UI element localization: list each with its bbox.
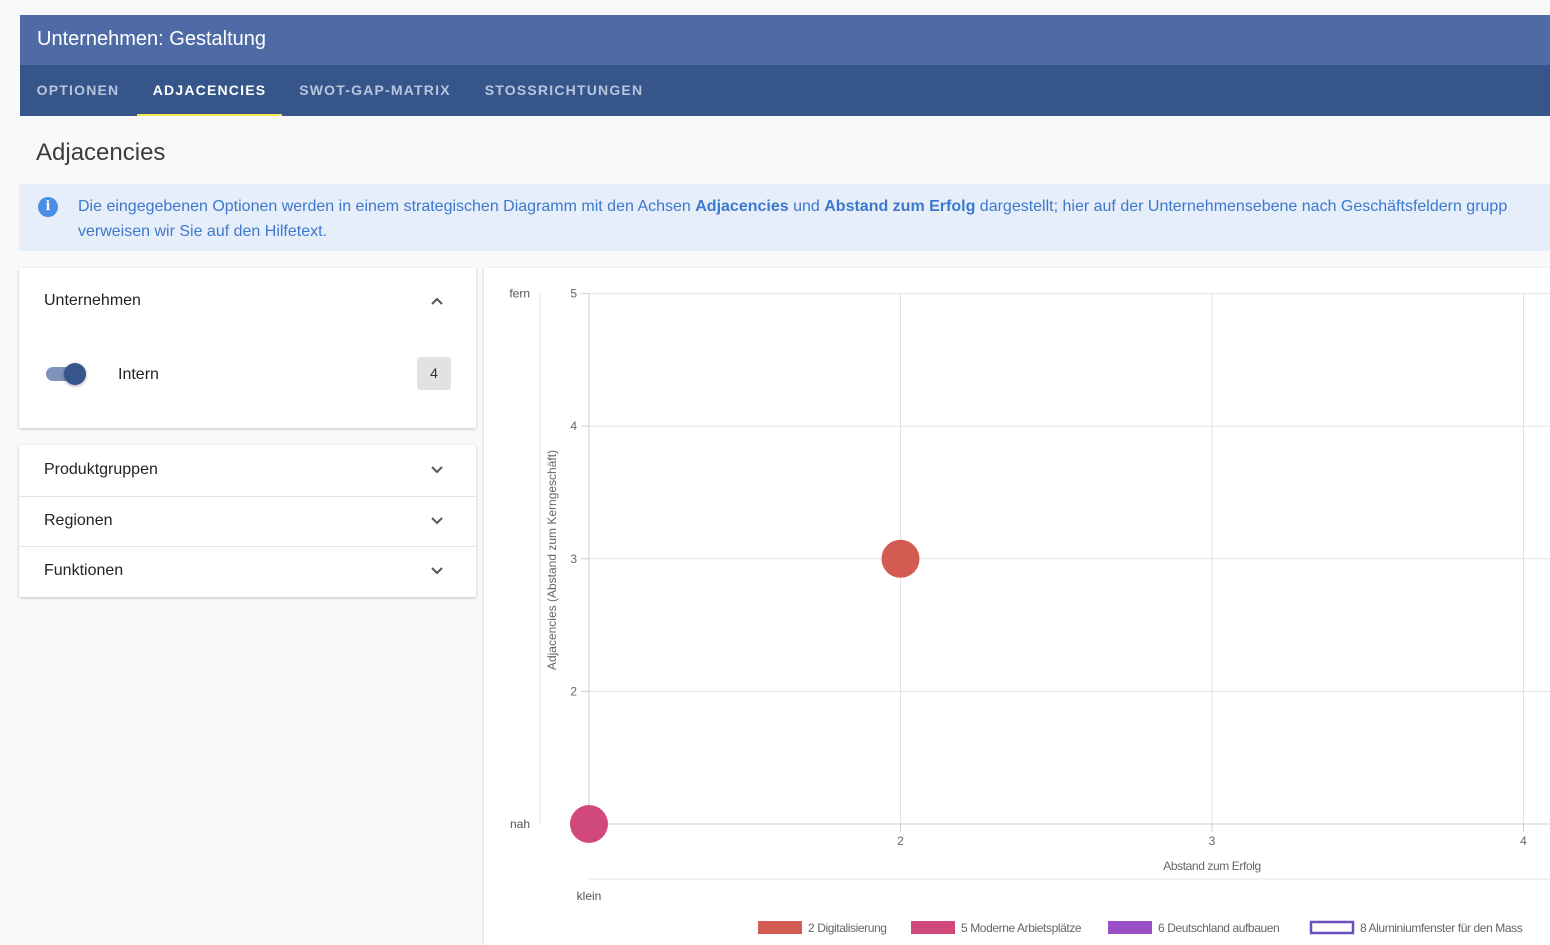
legend-label: 8 Aluminiumfenster für den Mass	[1360, 921, 1523, 935]
intern-toggle-knob[interactable]	[64, 363, 86, 385]
y-end-label-top: fern	[509, 287, 530, 301]
legend-label: 2 Digitalisierung	[808, 921, 887, 935]
y-end-label-bottom: nah	[510, 817, 530, 831]
chevron-down-icon	[431, 517, 443, 525]
y-axis-title: Adjacencies (Abstand zum Kerngeschäft)	[545, 450, 559, 670]
chevron-down-icon	[431, 466, 443, 474]
x-tick-label: 3	[1209, 834, 1216, 848]
x-tick-label: 4	[1520, 834, 1527, 848]
info-alert: i Die eingegebenen Optionen werden in ei…	[19, 184, 1550, 251]
x-axis-title: Abstand zum Erfolg	[1163, 859, 1261, 873]
info-text: Die eingegebenen Optionen werden in eine…	[78, 194, 1550, 244]
panel-header-regionen[interactable]: Regionen	[19, 496, 476, 546]
panel-divider	[19, 546, 476, 547]
adjacencies-bubble-chart: 2 3 4 5 2 3 4 fern nah klein Abstand zum Erfolg Adj…	[509, 287, 1550, 935]
legend-swatch	[758, 921, 802, 934]
legend-swatch	[1309, 920, 1355, 935]
tab-optionen[interactable]: OPTIONEN	[36, 82, 120, 98]
info-text-line2: verweisen wir Sie auf den Hilfetext.	[78, 223, 327, 240]
info-text-part: Die eingegebenen Optionen werden in eine…	[78, 198, 696, 215]
y-tick-label: 3	[570, 552, 577, 566]
intern-toggle-label: Intern	[118, 366, 159, 383]
tab-swot-gap-matrix[interactable]: SWOT-GAP-MATRIX	[299, 82, 451, 98]
chevron-down-icon	[431, 567, 443, 575]
info-text-part: und	[788, 198, 825, 215]
panel-title-produktgruppen: Produktgruppen	[44, 461, 158, 478]
legend-label: 5 Moderne Arbietsplätze	[961, 921, 1082, 935]
filter-panels-collapsed: Produktgruppen Regionen Funktionen	[19, 445, 476, 597]
app-header: Unternehmen: Gestaltung	[20, 15, 1550, 65]
y-tick-label: 4	[570, 419, 577, 433]
x-tick-label: 2	[897, 834, 904, 848]
chevron-up-icon	[431, 297, 443, 305]
panel-header-produktgruppen[interactable]: Produktgruppen	[19, 445, 476, 495]
tab-adjacencies[interactable]: ADJACENCIES	[137, 65, 282, 116]
tab-bar: OPTIONEN ADJACENCIES SWOT-GAP-MATRIX STO…	[20, 65, 1550, 116]
panel-header-unternehmen[interactable]: Unternehmen	[19, 276, 476, 326]
info-icon: i	[38, 197, 58, 217]
legend-swatch	[911, 921, 955, 934]
panel-title-unternehmen: Unternehmen	[44, 292, 141, 309]
y-tick-label: 5	[570, 287, 577, 301]
data-point	[881, 539, 920, 578]
panel-header-funktionen[interactable]: Funktionen	[19, 546, 476, 596]
filter-panel-unternehmen: Unternehmen Intern 4	[19, 268, 476, 428]
x-start-label: klein	[577, 889, 602, 903]
panel-title-regionen: Regionen	[44, 512, 113, 529]
y-tick-label: 2	[570, 684, 577, 698]
chart-card: 2 3 4 5 2 3 4 fern nah klein Abstand zum Erfolg Adj…	[484, 268, 1550, 945]
tab-stossrichtungen[interactable]: STOSSRICHTUNGEN	[484, 82, 644, 98]
page-title: Adjacencies	[36, 139, 166, 166]
legend-swatch	[1108, 921, 1152, 934]
legend-label: 6 Deutschland aufbauen	[1158, 921, 1279, 935]
data-point	[570, 805, 608, 843]
info-bold-adjacencies: Adjacencies	[695, 198, 789, 215]
info-text-part: dargestellt; hier auf der Unternehmenseb…	[975, 198, 1508, 215]
panel-divider	[19, 496, 476, 497]
count-badge: 4	[417, 357, 451, 390]
info-bold-abstand: Abstand zum Erfolg	[824, 198, 976, 215]
page-header-title: Unternehmen: Gestaltung	[37, 28, 267, 50]
panel-title-funktionen: Funktionen	[44, 562, 124, 579]
